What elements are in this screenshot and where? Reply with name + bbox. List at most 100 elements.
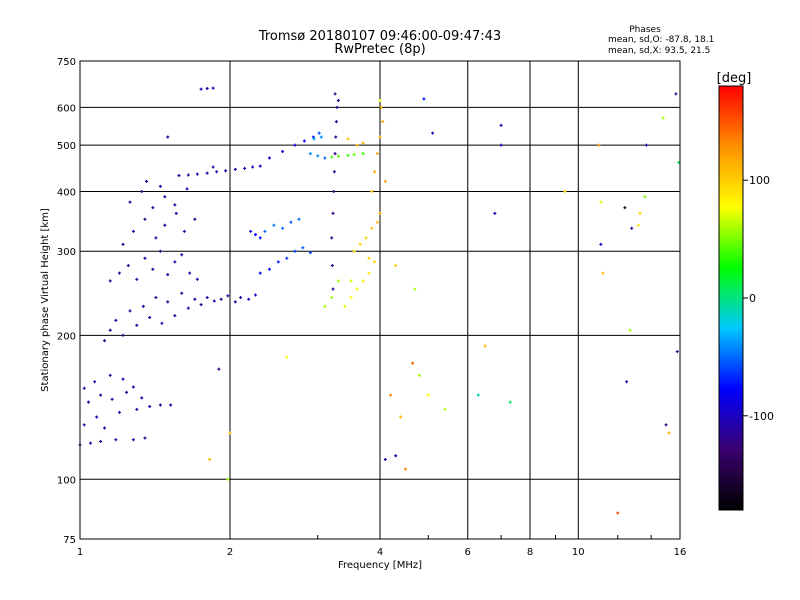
data-point <box>258 164 262 168</box>
data-point <box>616 511 620 515</box>
data-point <box>154 296 158 300</box>
data-point <box>308 251 312 255</box>
data-point <box>233 300 237 304</box>
data-point <box>208 457 212 461</box>
data-point <box>375 220 379 224</box>
data-point <box>330 155 334 159</box>
data-point <box>336 279 340 283</box>
data-point <box>114 438 118 442</box>
data-point <box>239 296 243 300</box>
data-point <box>319 135 323 139</box>
data-point <box>151 267 155 271</box>
data-point <box>199 87 203 91</box>
data-point <box>195 277 199 281</box>
data-point <box>186 173 190 177</box>
data-point <box>334 135 338 139</box>
data-point <box>276 260 280 264</box>
data-point <box>361 152 365 156</box>
data-point <box>293 249 297 253</box>
data-point <box>335 105 339 109</box>
data-point <box>323 156 327 160</box>
data-point <box>143 217 147 221</box>
data-point <box>249 229 253 233</box>
data-point <box>312 137 316 141</box>
y-axis: 75 100 200 300 400 500 600 750 <box>57 57 76 546</box>
data-point <box>215 170 219 174</box>
data-point <box>476 393 480 397</box>
data-point <box>143 436 147 440</box>
data-point <box>121 242 125 246</box>
data-point <box>169 403 173 407</box>
data-point <box>483 344 487 348</box>
data-point <box>334 120 338 124</box>
data-point <box>160 321 164 325</box>
data-point <box>285 355 289 359</box>
data-point <box>383 179 387 183</box>
data-point <box>317 131 321 135</box>
data-point <box>121 377 125 381</box>
data-point <box>403 467 407 471</box>
data-point <box>117 271 121 275</box>
data-point <box>205 296 209 300</box>
data-point <box>193 217 197 221</box>
data-point <box>411 361 415 365</box>
data-point <box>251 165 255 169</box>
data-point <box>373 170 377 174</box>
data-point <box>103 426 107 430</box>
colorbar-tick-label: 100 <box>749 174 770 187</box>
data-point <box>211 165 215 169</box>
data-point <box>148 404 152 408</box>
y-tick-label: 500 <box>57 141 76 152</box>
data-point <box>661 116 665 120</box>
data-point <box>95 415 99 419</box>
data-point <box>140 396 144 400</box>
data-point <box>361 141 365 145</box>
data-point <box>108 279 112 283</box>
data-point <box>378 211 382 215</box>
data-point <box>140 189 144 193</box>
data-point <box>173 203 177 207</box>
data-point <box>630 226 634 230</box>
data-point <box>330 236 334 240</box>
data-point <box>212 299 216 303</box>
data-point <box>272 223 276 227</box>
data-point <box>166 300 170 304</box>
data-point <box>375 152 379 156</box>
data-point <box>355 287 359 291</box>
data-point <box>151 206 155 210</box>
data-point <box>166 273 170 277</box>
colorbar-tick-label: -100 <box>749 410 774 423</box>
data-point <box>333 92 337 96</box>
data-point <box>226 294 230 298</box>
data-point <box>186 306 190 310</box>
data-point <box>638 211 642 215</box>
data-point <box>145 179 149 183</box>
data-point <box>563 189 567 193</box>
data-point <box>158 184 162 188</box>
data-point <box>121 333 125 337</box>
data-point <box>211 86 215 90</box>
data-point <box>625 380 629 384</box>
data-point <box>413 287 417 291</box>
data-point <box>93 380 97 384</box>
x-tick-label: 2 <box>227 547 233 558</box>
data-point <box>426 393 430 397</box>
data-point <box>394 454 398 458</box>
data-point <box>177 174 181 178</box>
data-point <box>158 249 162 253</box>
data-point <box>117 410 121 414</box>
data-point <box>103 339 107 343</box>
data-point <box>217 367 221 371</box>
data-point <box>343 304 347 308</box>
x-tick-label: 10 <box>572 547 585 558</box>
data-point <box>173 260 177 264</box>
gridlines <box>80 61 680 539</box>
data-point <box>281 226 285 230</box>
data-point <box>205 86 209 90</box>
y-tick-label: 75 <box>63 535 76 546</box>
chart-subtitle: RwPretec (8p) <box>334 42 425 57</box>
data-point <box>675 350 679 354</box>
data-point <box>349 296 353 300</box>
data-point <box>163 195 167 199</box>
data-point <box>131 438 135 442</box>
